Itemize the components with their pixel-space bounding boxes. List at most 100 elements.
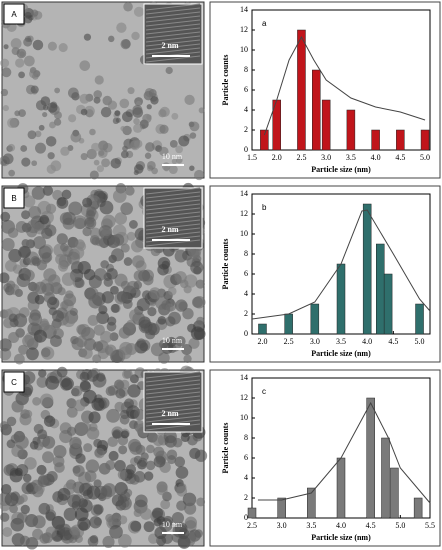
particle bbox=[156, 516, 166, 525]
particle bbox=[18, 344, 29, 355]
bar bbox=[371, 129, 380, 151]
bar bbox=[420, 129, 430, 151]
bar bbox=[336, 263, 346, 335]
particle bbox=[174, 249, 188, 263]
particle bbox=[123, 257, 133, 266]
particle bbox=[120, 202, 133, 215]
particle bbox=[144, 471, 154, 481]
x-tick-label: 3.0 bbox=[321, 153, 331, 162]
particle bbox=[10, 38, 22, 50]
particle bbox=[41, 227, 53, 240]
particle bbox=[130, 140, 141, 151]
particle bbox=[50, 321, 61, 331]
particle bbox=[175, 156, 183, 164]
particle bbox=[52, 310, 64, 323]
particle bbox=[120, 430, 129, 439]
particle bbox=[0, 348, 12, 361]
particle bbox=[75, 335, 88, 348]
particle bbox=[183, 354, 192, 363]
y-tick-label: 6 bbox=[244, 85, 248, 94]
particle bbox=[144, 152, 152, 159]
y-tick-label: 10 bbox=[240, 229, 248, 238]
scale-label: 10 nm bbox=[162, 152, 183, 161]
y-tick-label: 2 bbox=[244, 309, 248, 318]
particle bbox=[33, 329, 47, 343]
particle bbox=[118, 515, 128, 525]
particle bbox=[30, 85, 39, 94]
particle bbox=[123, 369, 133, 379]
particle bbox=[68, 201, 83, 216]
particle bbox=[36, 376, 48, 388]
y-tick-label: 14 bbox=[240, 373, 248, 382]
particle bbox=[71, 385, 83, 397]
particle bbox=[15, 435, 29, 450]
particle bbox=[128, 438, 142, 452]
particle bbox=[115, 117, 121, 123]
bar bbox=[321, 99, 331, 151]
particle bbox=[120, 280, 130, 290]
x-axis-title: Particle size (nm) bbox=[311, 349, 371, 358]
particle bbox=[79, 93, 90, 104]
particle bbox=[57, 261, 69, 272]
bar bbox=[307, 487, 316, 519]
particle bbox=[39, 393, 54, 408]
particle bbox=[189, 132, 197, 139]
particle bbox=[41, 283, 55, 296]
bar bbox=[376, 243, 385, 335]
particle bbox=[31, 315, 40, 324]
particle bbox=[0, 58, 10, 68]
particle bbox=[14, 467, 23, 477]
particle bbox=[140, 507, 153, 520]
particle bbox=[41, 532, 53, 544]
particle bbox=[84, 470, 97, 483]
particle bbox=[72, 464, 85, 477]
lattice-fringe bbox=[145, 47, 201, 55]
particle bbox=[52, 491, 64, 503]
particle bbox=[92, 354, 102, 364]
fit-curve bbox=[257, 401, 431, 504]
particle bbox=[32, 515, 46, 529]
particle bbox=[61, 189, 72, 200]
particle bbox=[15, 58, 25, 68]
particle bbox=[22, 371, 36, 385]
particle bbox=[59, 212, 73, 225]
particle bbox=[84, 217, 97, 230]
particle bbox=[93, 438, 103, 448]
particle bbox=[166, 449, 178, 460]
particle bbox=[77, 517, 91, 531]
particle bbox=[39, 318, 49, 328]
particle bbox=[118, 346, 132, 360]
particle bbox=[60, 146, 70, 156]
particle bbox=[150, 246, 161, 257]
particle bbox=[87, 314, 99, 326]
particle bbox=[56, 197, 69, 209]
particle bbox=[163, 429, 177, 444]
lattice-fringe bbox=[145, 187, 201, 195]
particle bbox=[45, 136, 57, 147]
particle bbox=[129, 309, 142, 322]
particle bbox=[94, 447, 105, 459]
particle bbox=[43, 415, 56, 427]
particle bbox=[66, 426, 77, 436]
bar bbox=[297, 29, 306, 151]
particle bbox=[157, 315, 167, 325]
particle bbox=[83, 268, 96, 281]
particle bbox=[42, 185, 54, 196]
particle bbox=[152, 434, 165, 447]
x-tick-label: 4.0 bbox=[336, 521, 346, 530]
particle bbox=[151, 507, 164, 519]
particle bbox=[182, 492, 197, 507]
particle bbox=[109, 524, 123, 539]
particle bbox=[46, 164, 56, 174]
particle bbox=[2, 104, 9, 112]
x-tick-label: 5.5 bbox=[425, 521, 435, 530]
particle bbox=[87, 536, 99, 547]
x-tick-label: 3.0 bbox=[310, 337, 320, 346]
x-tick-label: 2.5 bbox=[284, 337, 294, 346]
lattice-fringe bbox=[145, 215, 201, 223]
panel-label-box bbox=[3, 3, 25, 25]
lattice-fringe bbox=[145, 239, 201, 247]
x-tick-label: 3.0 bbox=[277, 521, 287, 530]
particle bbox=[21, 482, 34, 495]
particle bbox=[56, 233, 67, 244]
